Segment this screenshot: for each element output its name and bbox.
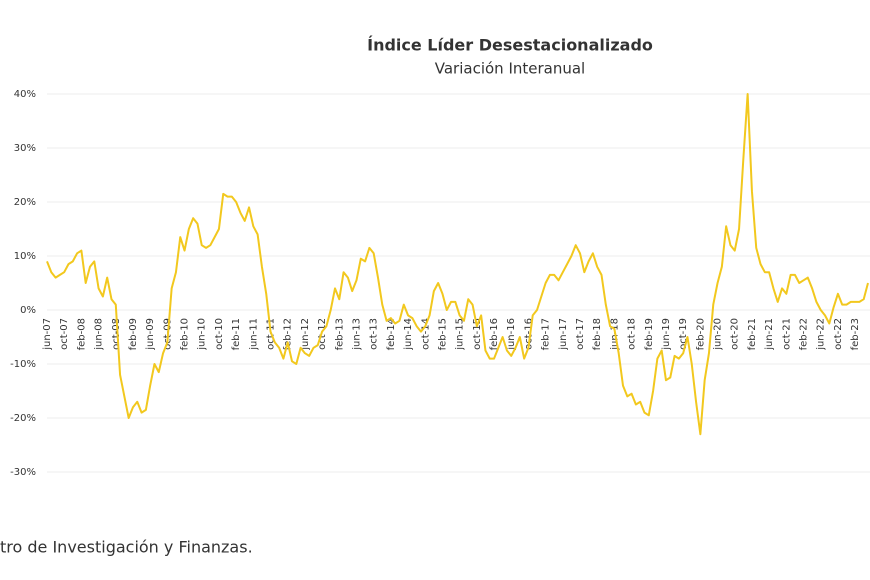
x-tick-label: feb-21	[747, 318, 758, 350]
x-tick-label: oct-21	[781, 318, 792, 350]
x-tick-label: oct-20	[730, 318, 741, 350]
y-tick-label: -10%	[10, 359, 36, 370]
x-tick-label: feb-19	[644, 318, 655, 350]
x-tick-label: oct-13	[369, 318, 380, 350]
x-tick-label: jun-11	[248, 318, 259, 351]
x-tick-label: jun-16	[506, 318, 517, 351]
line-series	[46, 93, 869, 436]
y-tick-label: 20%	[14, 197, 36, 208]
x-tick-label: feb-11	[231, 318, 242, 350]
x-tick-label: oct-14	[420, 318, 431, 350]
x-tick-label: oct-07	[59, 318, 70, 350]
x-tick-label: feb-09	[128, 318, 139, 350]
x-tick-label: oct-12	[317, 318, 328, 350]
x-tick-label: jun-15	[455, 318, 466, 351]
source-note: tro de Investigación y Finanzas.	[0, 538, 253, 557]
x-tick-label: jun-13	[351, 318, 362, 351]
x-tick-label: feb-10	[180, 318, 191, 350]
x-tick-label: oct-10	[214, 318, 225, 350]
x-tick-label: oct-17	[575, 318, 586, 350]
x-tick-label: jun-17	[558, 318, 569, 351]
x-tick-label: oct-22	[833, 318, 844, 350]
x-tick-label: feb-16	[489, 318, 500, 350]
x-tick-label: feb-12	[283, 318, 294, 350]
x-tick-label: jun-21	[764, 318, 775, 351]
x-tick-label: oct-15	[472, 318, 483, 350]
x-tick-label: feb-08	[76, 318, 87, 350]
y-tick-label: 0%	[20, 305, 36, 316]
y-tick-label: -30%	[10, 467, 36, 478]
x-tick-label: feb-22	[799, 318, 810, 350]
x-tick-label: oct-18	[627, 318, 638, 350]
y-tick-label: 30%	[14, 143, 36, 154]
y-tick-label: 10%	[14, 251, 36, 262]
y-tick-label: -20%	[10, 413, 36, 424]
y-tick-label: 40%	[14, 89, 36, 100]
x-tick-label: feb-23	[850, 318, 861, 350]
x-tick-label: jun-14	[403, 318, 414, 351]
x-tick-label: oct-19	[678, 318, 689, 350]
x-tick-label: feb-13	[334, 318, 345, 350]
x-tick-label: jun-08	[94, 318, 105, 351]
x-tick-label: jun-07	[42, 318, 53, 351]
x-tick-label: jun-10	[197, 318, 208, 351]
x-tick-label: oct-16	[523, 318, 534, 350]
x-tick-label: feb-18	[592, 318, 603, 350]
x-tick-label: jun-22	[816, 318, 827, 351]
chart-title: Índice Líder Desestacionalizado	[367, 36, 653, 55]
x-tick-label: jun-20	[713, 318, 724, 351]
x-tick-label: feb-20	[695, 318, 706, 350]
x-tick-label: jun-12	[300, 318, 311, 351]
x-tick-label: feb-17	[541, 318, 552, 350]
x-tick-label: oct-08	[111, 318, 122, 350]
x-tick-label: jun-09	[145, 318, 156, 351]
x-tick-label: feb-15	[437, 318, 448, 350]
chart-subtitle: Variación Interanual	[435, 60, 585, 78]
x-tick-label: feb-14	[386, 318, 397, 350]
x-tick-label: jun-19	[661, 318, 672, 351]
